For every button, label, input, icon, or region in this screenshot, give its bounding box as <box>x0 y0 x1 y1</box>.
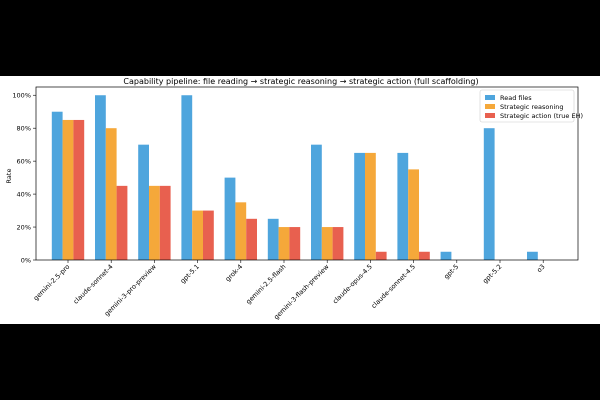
bar <box>51 111 63 261</box>
y-tick-label: 0% <box>21 256 31 264</box>
plot-frame <box>35 86 579 261</box>
x-tick-label: gemini-2.5-pro <box>32 263 72 303</box>
bar <box>235 202 247 260</box>
y-tick-label: 100% <box>12 92 31 100</box>
bar <box>224 177 236 260</box>
y-tick-label: 80% <box>17 124 31 132</box>
bars-group <box>51 95 538 261</box>
bar <box>192 210 203 260</box>
bar <box>440 251 452 260</box>
x-tick-label: gpt-5 <box>442 263 460 281</box>
bar <box>311 144 322 260</box>
x-tick-label: gpt-5.1 <box>179 263 201 285</box>
x-tick-label: gemini-2.5-flash <box>244 263 287 306</box>
bar <box>321 227 333 260</box>
bar <box>267 218 279 260</box>
bar <box>105 128 117 260</box>
legend-box <box>479 89 575 123</box>
bar <box>73 119 85 260</box>
bar <box>408 169 419 260</box>
bar <box>138 144 149 260</box>
bar <box>203 210 214 260</box>
bar <box>527 251 538 260</box>
y-axis-label: Rate <box>5 169 13 184</box>
bar <box>365 152 376 260</box>
legend-swatch <box>485 113 495 118</box>
bar <box>181 95 193 261</box>
x-tick-label: grok-4 <box>224 263 244 283</box>
bar <box>375 251 387 260</box>
bar <box>397 152 409 260</box>
legend-swatch <box>485 104 495 109</box>
bar <box>278 227 290 260</box>
bar <box>159 185 171 260</box>
bar <box>62 119 74 260</box>
chart-title: Capability pipeline: file reading → stra… <box>123 77 478 86</box>
bar <box>95 95 106 261</box>
x-tick-label: o3 <box>535 263 546 274</box>
bar <box>332 227 344 260</box>
legend-swatch <box>485 95 495 100</box>
bar <box>354 152 365 260</box>
y-ticks-group: 0% 20% 40% 60% 80% 100% <box>12 92 36 264</box>
chart-svg: Capability pipeline: file reading → stra… <box>5 77 583 321</box>
x-tick-label: claude-sonnet-4.5 <box>370 263 417 310</box>
x-ticks-group: gemini-2.5-pro claude-sonnet-4gemini-3-pr… <box>32 260 547 321</box>
x-tick-label: claude-sonnet-4 <box>72 263 115 306</box>
bar <box>289 227 301 260</box>
bar <box>116 185 128 260</box>
legend-label: Strategic reasoning <box>500 103 564 111</box>
bar <box>246 218 257 260</box>
x-tick-label: claude-opus-4.5 <box>331 263 374 306</box>
y-tick-label: 20% <box>17 223 31 231</box>
chart-canvas: Capability pipeline: file reading → stra… <box>0 76 600 324</box>
y-tick-label: 60% <box>17 157 31 165</box>
axes-frame <box>35 86 579 261</box>
bar <box>483 128 495 260</box>
y-tick-label: 40% <box>17 190 31 198</box>
legend-label: Strategic action (true EH) <box>500 112 583 120</box>
bar <box>419 251 430 260</box>
legend-label: Read files <box>500 94 532 102</box>
x-tick-label: gpt-5.2 <box>481 263 503 285</box>
bar <box>149 185 160 260</box>
